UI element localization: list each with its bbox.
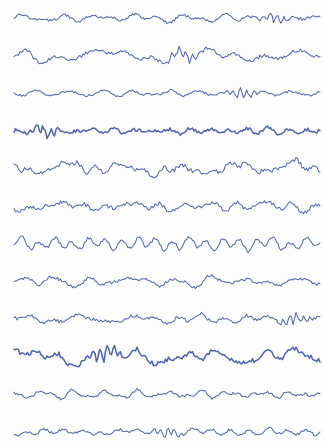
trace-9 bbox=[13, 311, 321, 326]
trace-3 bbox=[13, 87, 321, 99]
trace-1 bbox=[13, 12, 321, 25]
trace-12 bbox=[13, 426, 321, 438]
trace-11 bbox=[13, 388, 321, 401]
trace-5 bbox=[13, 157, 321, 179]
trace-8 bbox=[13, 274, 321, 290]
trace-10 bbox=[13, 344, 321, 368]
trace-7 bbox=[13, 235, 321, 254]
trace-6 bbox=[13, 200, 321, 215]
trace-2 bbox=[13, 45, 321, 65]
trace-4 bbox=[13, 124, 321, 140]
